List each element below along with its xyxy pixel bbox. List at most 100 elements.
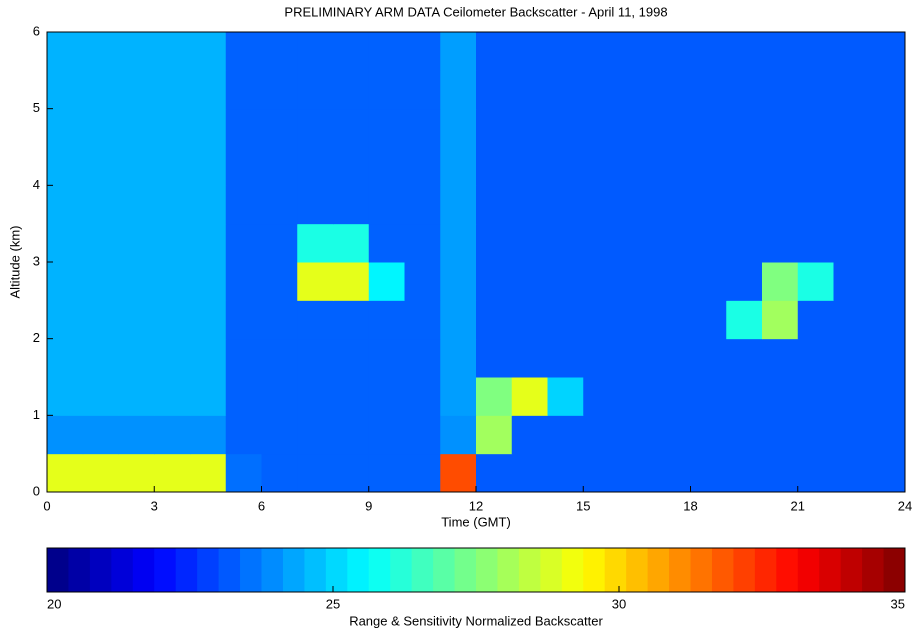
heatmap-cell bbox=[583, 147, 620, 186]
colorbar-step bbox=[690, 548, 713, 592]
heatmap-cell bbox=[368, 185, 405, 225]
heatmap-cell bbox=[726, 70, 763, 110]
colorbar-step bbox=[776, 548, 799, 592]
heatmap-cell bbox=[726, 453, 763, 493]
colorbar-step bbox=[497, 548, 520, 592]
heatmap-cell bbox=[404, 300, 441, 340]
heatmap-cell bbox=[261, 147, 298, 186]
heatmap-cell bbox=[654, 185, 691, 225]
heatmap-cell bbox=[261, 415, 298, 455]
heatmap-cell bbox=[833, 415, 870, 455]
heatmap-cell bbox=[690, 453, 727, 493]
heatmap-cell bbox=[154, 300, 191, 340]
heatmap-cell bbox=[547, 415, 584, 455]
heatmap-cell bbox=[511, 300, 548, 340]
heatmap-cell bbox=[118, 223, 155, 263]
heatmap-cell bbox=[797, 453, 834, 493]
heatmap-cell bbox=[869, 108, 906, 148]
heatmap-cell bbox=[547, 223, 584, 263]
heatmap-cell bbox=[118, 70, 155, 110]
heatmap-cell bbox=[690, 108, 727, 148]
heatmap-cell bbox=[118, 453, 155, 493]
heatmap-cell bbox=[297, 262, 334, 301]
heatmap-cell bbox=[583, 70, 620, 110]
heatmap-cell bbox=[619, 415, 656, 455]
heatmap-cell bbox=[225, 108, 262, 148]
colorbar-step bbox=[561, 548, 584, 592]
x-tick-label: 9 bbox=[365, 498, 372, 513]
heatmap-cell bbox=[547, 377, 584, 416]
heatmap-cell bbox=[154, 70, 191, 110]
heatmap-cell bbox=[297, 338, 334, 378]
heatmap-cell bbox=[762, 338, 799, 378]
heatmap-cell bbox=[476, 415, 513, 455]
heatmap-cell bbox=[476, 185, 513, 225]
colorbar-step bbox=[261, 548, 284, 592]
heatmap-cell bbox=[368, 70, 405, 110]
heatmap-cell bbox=[833, 70, 870, 110]
heatmap-cell bbox=[190, 453, 227, 493]
heatmap-cell bbox=[547, 262, 584, 301]
heatmap-cell bbox=[476, 338, 513, 378]
x-tick-label: 3 bbox=[151, 498, 158, 513]
heatmap-cell bbox=[690, 147, 727, 186]
y-tick-label: 4 bbox=[33, 177, 40, 192]
colorbar-step bbox=[325, 548, 348, 592]
heatmap-cell bbox=[368, 147, 405, 186]
colorbar-step bbox=[347, 548, 370, 592]
heatmap-cell bbox=[762, 223, 799, 263]
heatmap-cell bbox=[869, 262, 906, 301]
colorbar-step bbox=[111, 548, 134, 592]
heatmap-cell bbox=[476, 108, 513, 148]
colorbar-tick-label: 30 bbox=[612, 596, 626, 611]
heatmap-cell bbox=[726, 185, 763, 225]
heatmap-cell bbox=[297, 223, 334, 263]
heatmap-cell bbox=[762, 108, 799, 148]
heatmap-cell bbox=[583, 377, 620, 416]
colorbar-step bbox=[754, 548, 777, 592]
colorbar-step bbox=[240, 548, 262, 592]
heatmap-cell bbox=[154, 185, 191, 225]
colorbar-step bbox=[797, 548, 820, 592]
heatmap-cell bbox=[154, 262, 191, 301]
heatmap-cell bbox=[547, 147, 584, 186]
heatmap-cell bbox=[654, 338, 691, 378]
heatmap-cell bbox=[47, 147, 84, 186]
colorbar-step bbox=[197, 548, 220, 592]
heatmap-cell bbox=[654, 377, 691, 416]
heatmap-cell bbox=[797, 300, 834, 340]
heatmap-cell bbox=[440, 70, 477, 110]
heatmap-cell bbox=[225, 338, 262, 378]
heatmap-cell bbox=[47, 262, 84, 301]
heatmap-cell bbox=[154, 377, 191, 416]
heatmap-cell bbox=[547, 70, 584, 110]
y-tick-label: 0 bbox=[33, 483, 40, 498]
heatmap-cell bbox=[547, 185, 584, 225]
heatmap-cell bbox=[476, 32, 513, 71]
heatmap-cell bbox=[190, 338, 227, 378]
heatmap-cell bbox=[190, 147, 227, 186]
heatmap-cell bbox=[47, 415, 84, 455]
heatmap-cell bbox=[726, 300, 763, 340]
heatmap-cell bbox=[225, 185, 262, 225]
heatmap-cell bbox=[47, 453, 84, 493]
x-tick-label: 0 bbox=[43, 498, 50, 513]
heatmap-cell bbox=[440, 415, 477, 455]
heatmap-cell bbox=[118, 377, 155, 416]
heatmap-cell bbox=[118, 147, 155, 186]
x-tick-label: 24 bbox=[898, 498, 912, 513]
heatmap-cell bbox=[404, 453, 441, 493]
heatmap-cell bbox=[762, 377, 799, 416]
heatmap-cell bbox=[797, 108, 834, 148]
colorbar-step bbox=[68, 548, 91, 592]
heatmap-cell bbox=[511, 262, 548, 301]
heatmap-cell bbox=[726, 32, 763, 71]
colorbar-step bbox=[883, 548, 906, 592]
heatmap-cell bbox=[726, 223, 763, 263]
colorbar-step bbox=[711, 548, 734, 592]
heatmap-cell bbox=[547, 300, 584, 340]
heatmap-cell bbox=[190, 223, 227, 263]
heatmap-cell bbox=[333, 453, 370, 493]
heatmap-cell bbox=[404, 32, 441, 71]
